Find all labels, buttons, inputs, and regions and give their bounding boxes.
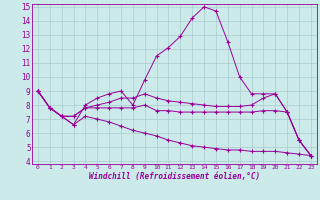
X-axis label: Windchill (Refroidissement éolien,°C): Windchill (Refroidissement éolien,°C) [89,172,260,181]
